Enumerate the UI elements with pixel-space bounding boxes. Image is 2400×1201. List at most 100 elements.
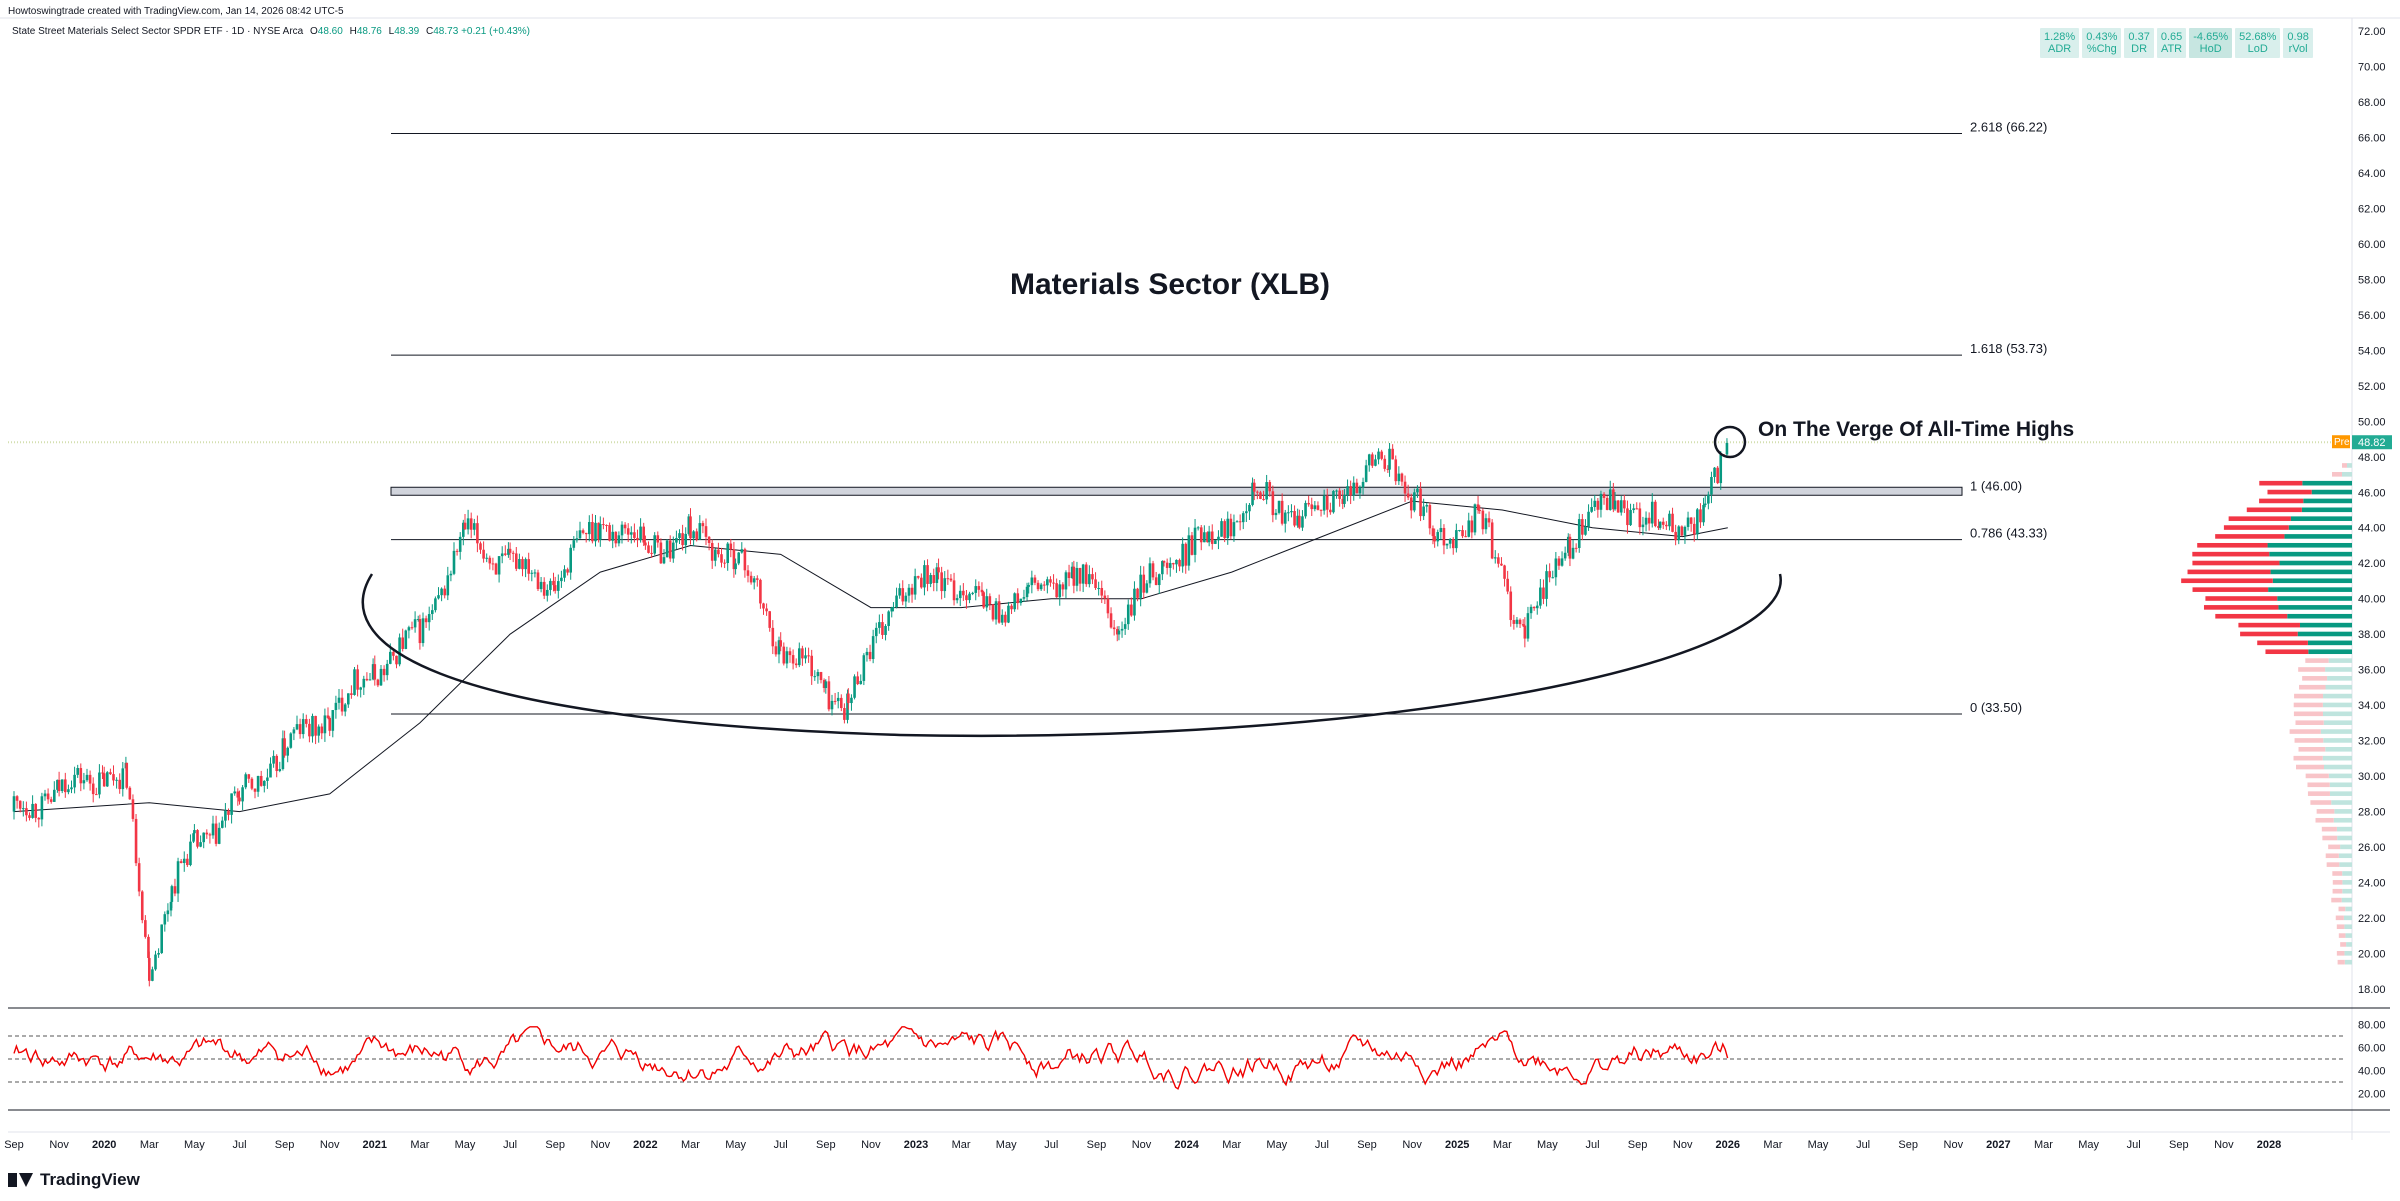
candle-body <box>1490 522 1494 559</box>
candle-body <box>1061 584 1065 590</box>
time-axis[interactable]: Sep Nov 2020 Mar May Jul Sep Nov 2021 Mar May Jul Se… <box>4 1139 2281 1151</box>
candle-body <box>1052 582 1055 584</box>
candle-body <box>1220 521 1223 537</box>
candle-body <box>1699 509 1702 523</box>
candle-body <box>70 787 73 790</box>
price-tick-label: 60.00 <box>2358 239 2386 251</box>
candle-body <box>1367 454 1371 466</box>
candle-body <box>147 936 150 959</box>
candle-body <box>1214 540 1217 544</box>
time-tick-label: 2021 <box>363 1139 387 1151</box>
candle-body <box>608 525 611 541</box>
price-tick-label: 20.00 <box>2358 949 2386 961</box>
fibonacci-levels[interactable]: 2.618 (66.22) 1.618 (53.73) 1 (46.00) 0.786… <box>8 120 2392 715</box>
candle-body <box>401 637 404 649</box>
volume-profile-up-bar <box>2342 871 2352 876</box>
candle-body <box>732 549 736 570</box>
candle-body <box>1335 490 1338 492</box>
time-tick-label: Nov <box>320 1139 340 1151</box>
price-axis[interactable]: 18.00 20.00 22.00 24.00 26.00 28.00 30.00 32.00… <box>2358 26 2386 996</box>
candle-body <box>816 672 820 677</box>
annotations[interactable]: Materials Sector (XLB) On The Verge Of Al… <box>361 268 2074 738</box>
resistance-zone[interactable] <box>390 486 1963 496</box>
candle-body <box>230 793 233 815</box>
candle-body <box>1259 492 1262 499</box>
candle-body <box>1036 582 1040 590</box>
volume-profile-down-bar <box>2295 720 2324 725</box>
candle-body <box>569 547 572 573</box>
candle-body <box>389 651 392 664</box>
candle-body <box>617 535 621 544</box>
volume-profile-down-bar <box>2228 516 2291 521</box>
close-value: 48.73 <box>433 26 459 37</box>
candle-body <box>353 669 356 695</box>
candle-body <box>681 533 684 546</box>
candle-body <box>497 556 501 575</box>
candle-body <box>804 655 807 659</box>
candle-body <box>79 768 83 784</box>
candle-body <box>704 526 708 537</box>
candle-body <box>1072 566 1076 586</box>
volume-profile-down-bar <box>2294 693 2324 699</box>
time-tick-label: Nov <box>591 1139 611 1151</box>
candle-body <box>217 827 221 844</box>
candle-body <box>1175 559 1178 565</box>
candles <box>12 438 1729 987</box>
candle-body <box>275 755 278 772</box>
price-chart[interactable]: 18.00 20.00 22.00 24.00 26.00 28.00 30.00 32.00… <box>0 0 2400 1160</box>
candle-body <box>263 780 266 786</box>
candle-body <box>1668 513 1671 527</box>
cup-base-ellipse[interactable] <box>361 573 1782 738</box>
price-tick-label: 42.00 <box>2358 558 2386 570</box>
time-tick-label: Sep <box>1628 1139 1648 1151</box>
last-price-tag <box>2352 435 2392 450</box>
time-tick-label: 2024 <box>1174 1139 1199 1151</box>
rsi-tick-label: 20.00 <box>2358 1089 2386 1101</box>
candle-body <box>1206 532 1209 543</box>
candle-body <box>1252 482 1256 492</box>
volume-profile-down-bar <box>2205 596 2278 601</box>
candle-body <box>1232 522 1236 537</box>
candle-body <box>1361 481 1365 488</box>
candle-body <box>695 531 698 540</box>
tradingview-logo[interactable]: TradingView <box>8 1170 140 1190</box>
candle-body <box>458 536 462 552</box>
candle-body <box>940 572 943 592</box>
stat-hod: -4.65% HoD <box>2189 28 2233 58</box>
candle-body <box>1422 506 1425 517</box>
candle-body <box>1304 502 1307 517</box>
candle-body <box>991 604 995 620</box>
candle-body <box>128 787 132 800</box>
candle-body <box>1364 465 1368 482</box>
volume-profile-down-bar <box>2335 915 2344 921</box>
candle-body <box>958 590 962 599</box>
time-tick-label: Mar <box>410 1139 429 1151</box>
candle-body <box>1157 574 1161 586</box>
highlight-circle[interactable] <box>1713 425 1747 459</box>
candle-body <box>1710 477 1713 495</box>
candle-body <box>1493 557 1497 559</box>
volume-profile-up-bar <box>2279 560 2352 566</box>
fib-level-label: 1.618 (53.73) <box>1970 341 2047 356</box>
candle-body <box>476 523 479 544</box>
price-tick-label: 22.00 <box>2358 913 2386 925</box>
candle-body <box>1458 530 1461 532</box>
candle-body <box>659 542 663 564</box>
candle-body <box>1226 518 1230 539</box>
candle-body <box>1725 442 1729 455</box>
candle-body <box>334 702 338 711</box>
volume-profile-up-bar <box>2344 951 2352 956</box>
volume-profile-up-bar <box>2339 862 2352 867</box>
candle-body <box>1178 559 1181 567</box>
candle-body <box>557 581 560 591</box>
price-tick-label: 46.00 <box>2358 487 2386 499</box>
candle-body <box>18 800 22 809</box>
candle-body <box>710 542 714 561</box>
candle-body <box>320 726 324 734</box>
candle-body <box>1046 579 1049 586</box>
candle-body <box>946 578 950 580</box>
volume-profile-down-bar <box>2197 542 2268 548</box>
candle-body <box>910 587 914 595</box>
candle-body <box>527 559 530 574</box>
rsi-pane[interactable]: 80.00 60.00 40.00 20.00 <box>8 1020 2386 1101</box>
